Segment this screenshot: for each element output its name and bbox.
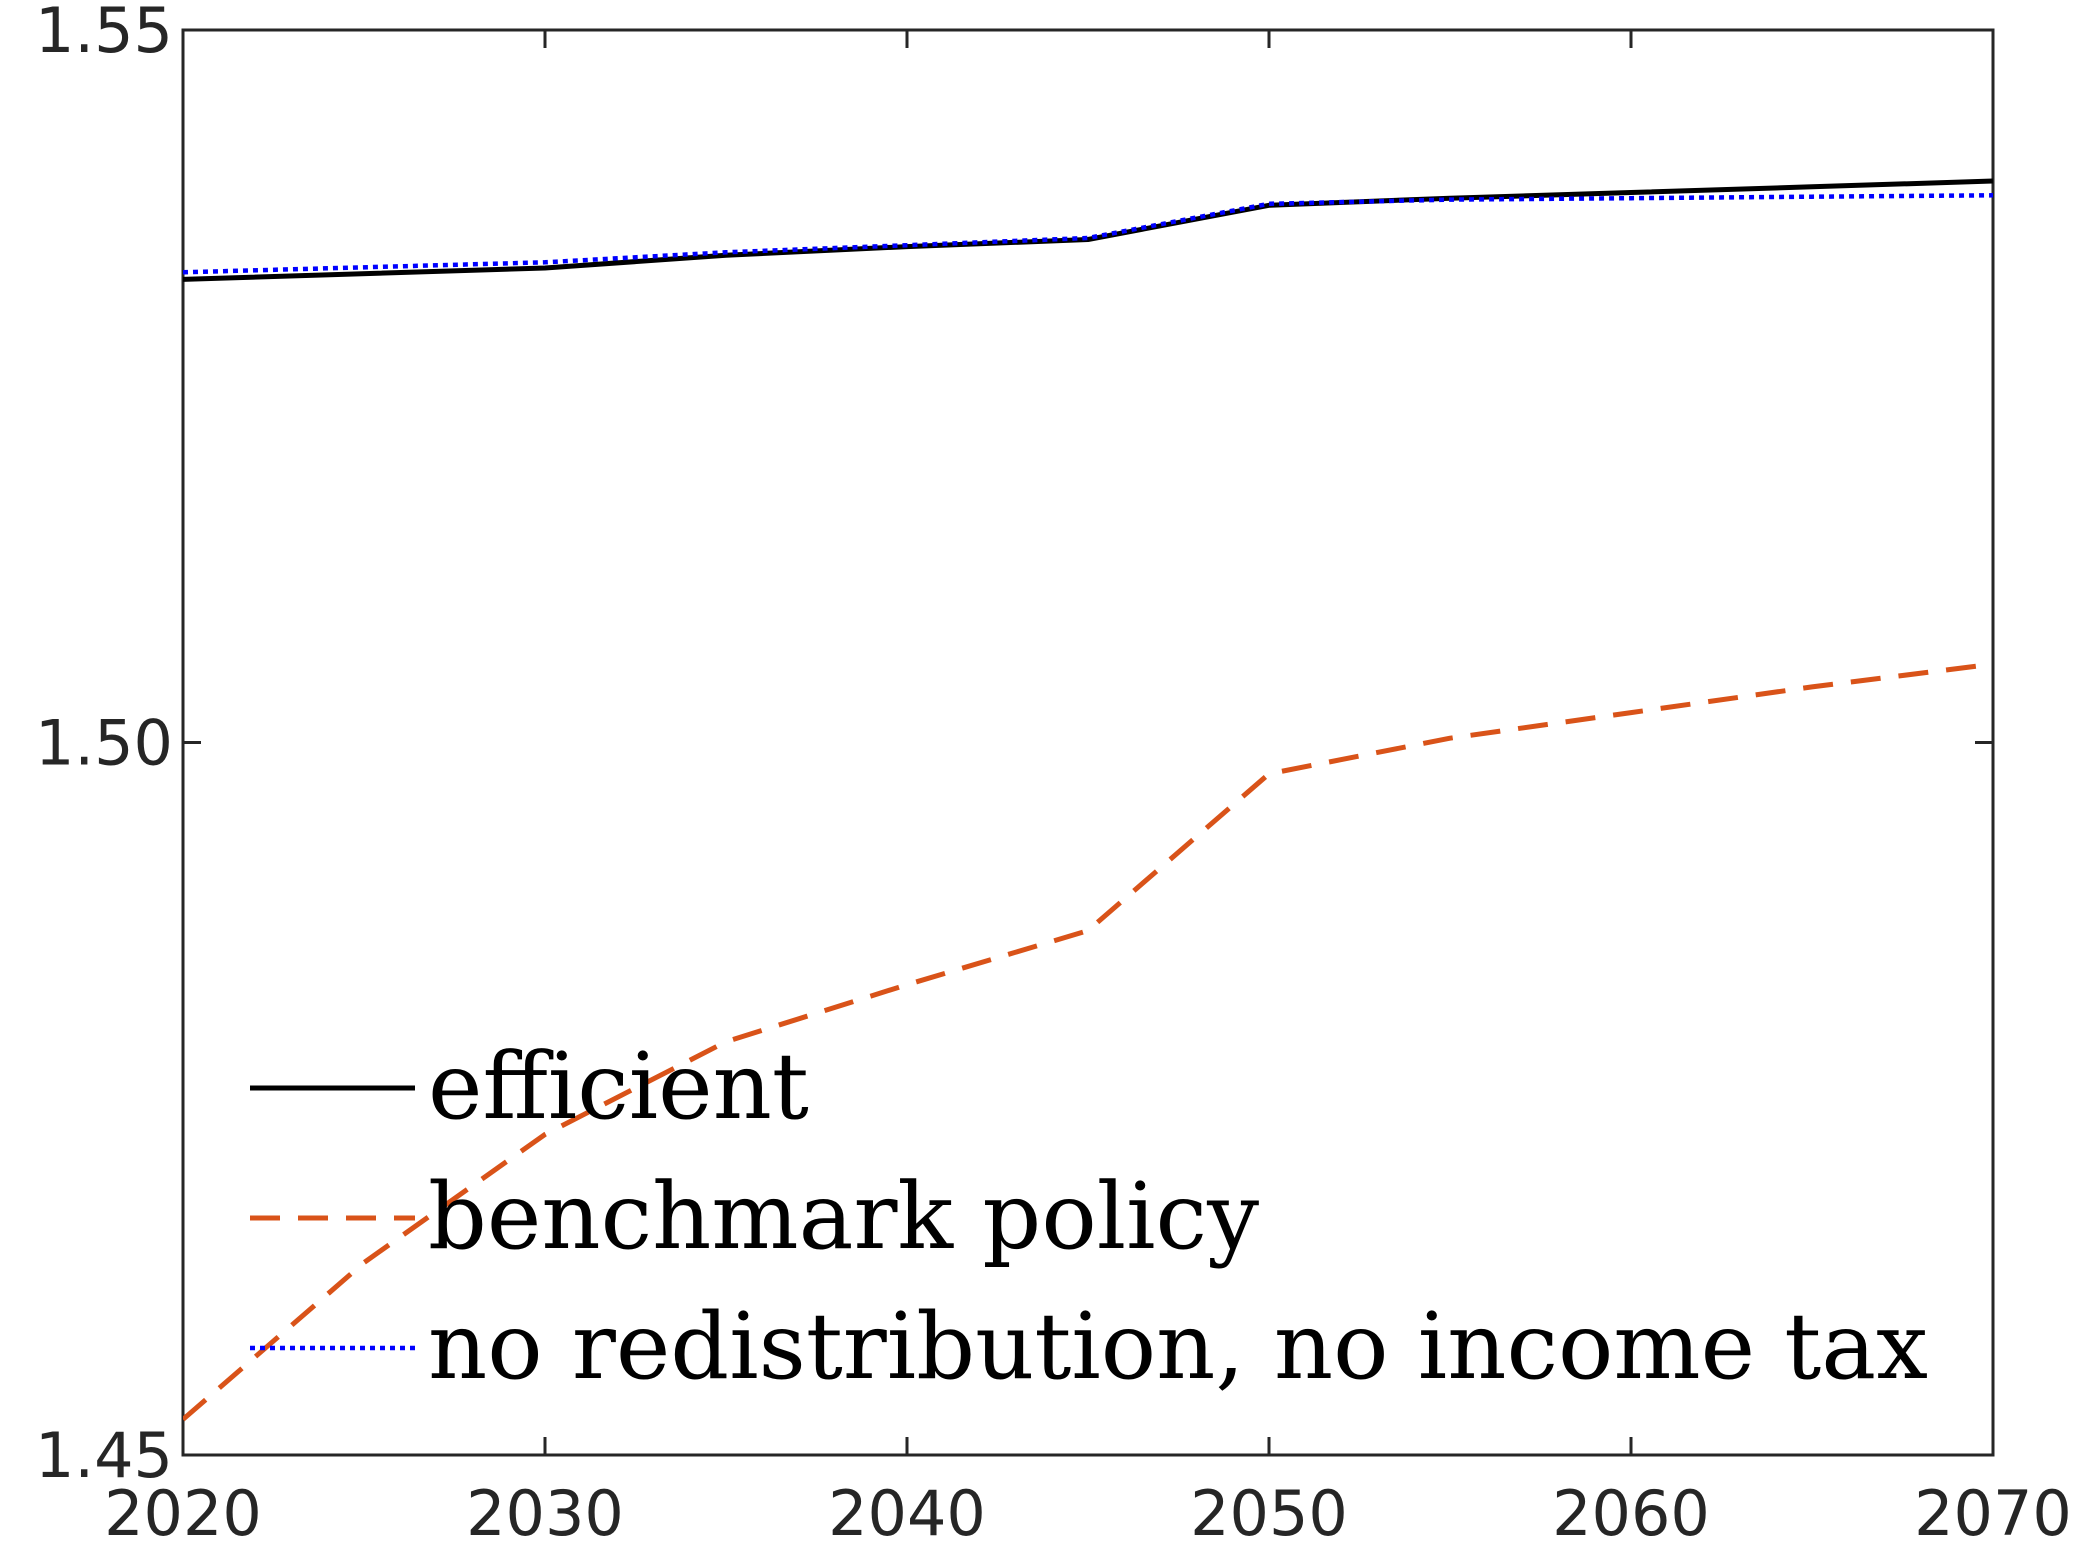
x-tick-label: 2040 (828, 1477, 986, 1550)
series-lines (183, 178, 1993, 1422)
axes (181, 28, 1995, 1457)
y-tick-label: 1.45 (35, 1419, 173, 1492)
x-tick-label: 2050 (1190, 1477, 1348, 1550)
x-tick-label: 2030 (466, 1477, 624, 1550)
x-tick-label: 2060 (1552, 1477, 1710, 1550)
legend-label: no redistribution, no income tax (428, 1293, 1928, 1400)
x-tick-label: 2070 (1914, 1477, 2072, 1550)
y-tick-label: 1.55 (35, 0, 173, 67)
series-line-benchmark-policy (183, 661, 1993, 1422)
legend-label: benchmark policy (428, 1163, 1259, 1270)
series-line-efficient (183, 178, 1993, 282)
tick-labels: 2020 2030 2040 2050 2060 2070 1.45 1.50 1.55 (35, 0, 2072, 1550)
x-tick-label: 2020 (104, 1477, 262, 1550)
legend-label: efficient (428, 1033, 809, 1140)
series-line-no-redistribution-no-income-tax (183, 193, 1993, 275)
legend: efficient benchmark policy no redistributi… (250, 1033, 1928, 1400)
y-tick-label: 1.50 (35, 707, 173, 780)
